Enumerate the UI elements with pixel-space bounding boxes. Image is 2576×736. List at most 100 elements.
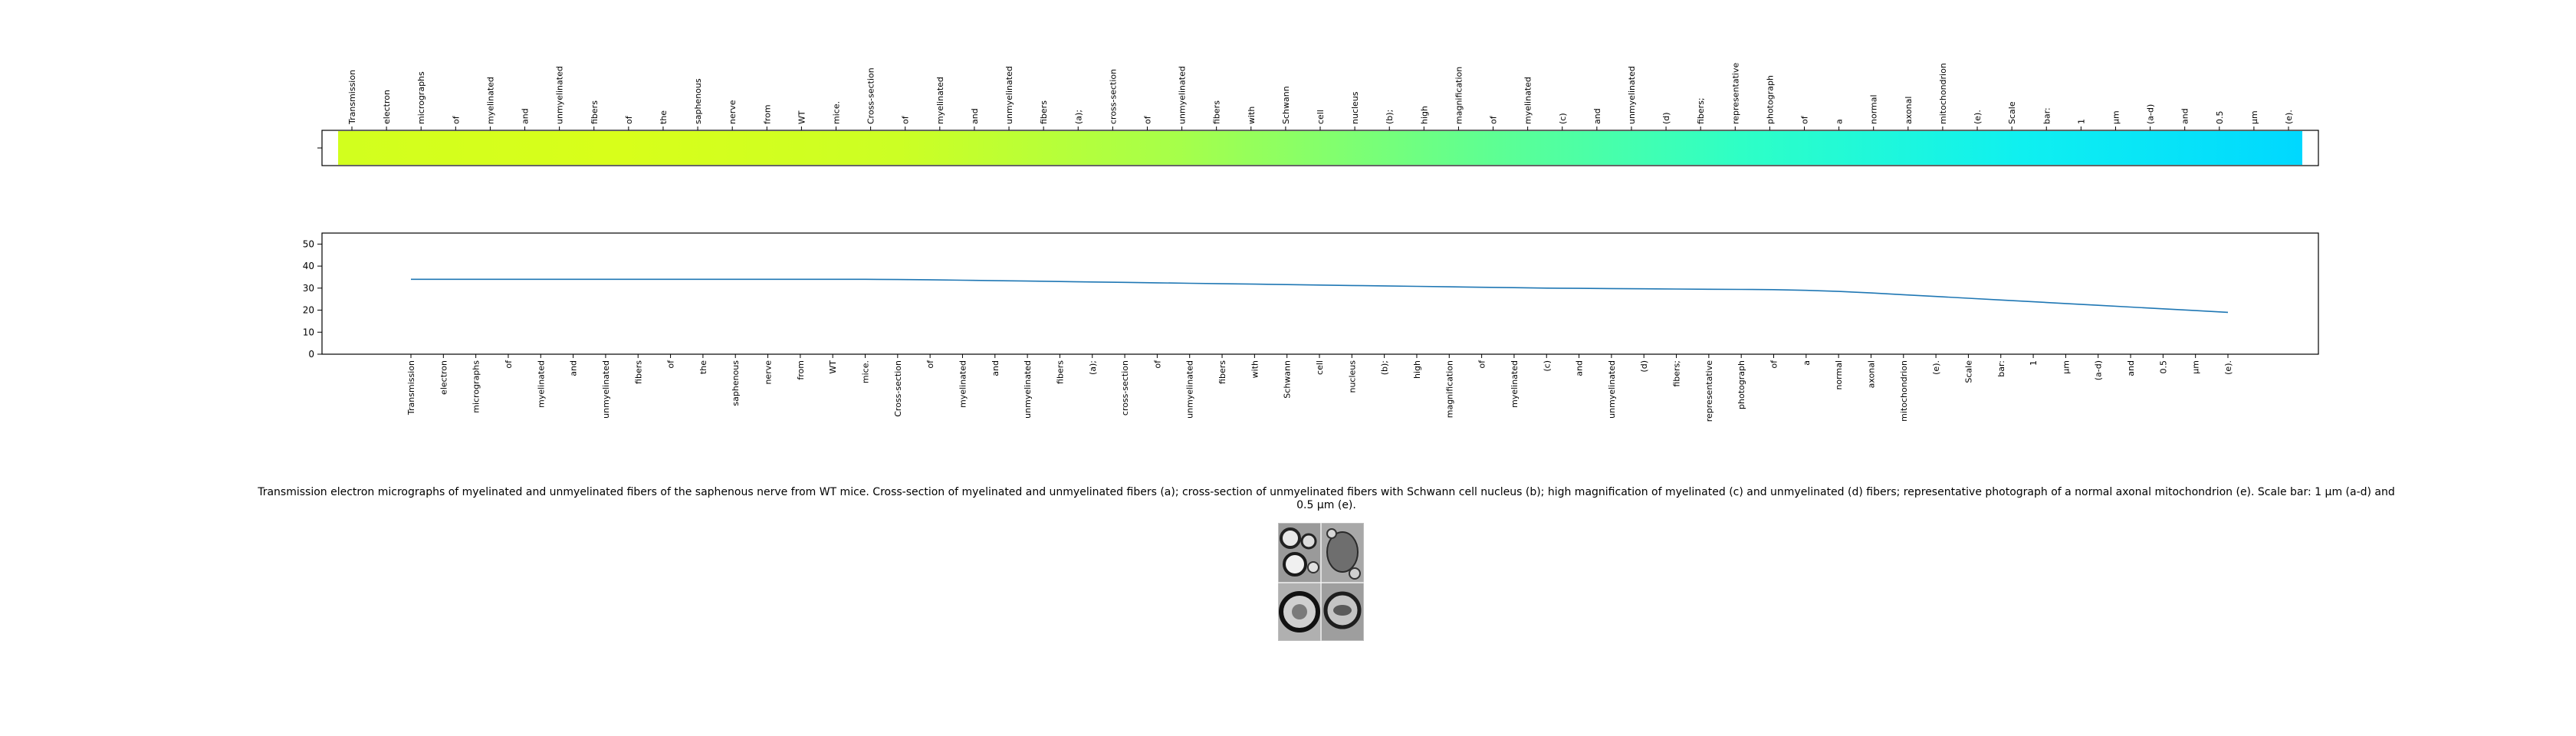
heatmap-token-label: Transmission (347, 70, 357, 125)
heatmap-bar (338, 131, 2302, 165)
heatmap-token-label: and (970, 108, 980, 124)
x-tick-label: with (1250, 360, 1260, 378)
x-tick-label: nerve (764, 360, 774, 385)
x-tick-label: WT (828, 360, 838, 374)
x-tick-label: and (991, 360, 1001, 376)
heatmap-token-label: myelinated (1523, 77, 1533, 124)
y-tick-label: 30 (303, 283, 314, 294)
x-tick-label: micrographs (472, 360, 481, 413)
heatmap-token-label: cell (1316, 110, 1326, 124)
x-tick-label: mitochondrion (1899, 360, 1909, 422)
x-tick-label: bar: (1996, 360, 2006, 377)
x-tick-label: representative (1704, 360, 1714, 422)
x-tick-label: nucleus (1347, 360, 1357, 393)
x-tick-label: (a); (1088, 360, 1098, 375)
x-tick-label: (b); (1380, 360, 1390, 375)
heatmap-token-label: (a); (1073, 110, 1083, 124)
line-chart-y-axis: 0 10 20 30 40 50 (303, 238, 322, 360)
heatmap-token-label: a (1835, 119, 1845, 124)
x-tick-label: fibers; (1672, 360, 1682, 387)
heatmap-token-label: magnification (1454, 67, 1464, 124)
x-tick-label: (e). (2223, 360, 2233, 375)
heatmap-token-label: (d) (1661, 112, 1671, 124)
x-tick-label: fibers (1217, 360, 1227, 384)
heatmap-token-label: (c) (1558, 113, 1568, 124)
x-tick-label: (d) (1639, 360, 1649, 373)
x-tick-label: fibers (633, 360, 643, 384)
x-tick-label: saphenous (731, 360, 741, 406)
heatmap-token-label: nucleus (1350, 91, 1360, 124)
heatmap-token-label: myelinated (485, 77, 495, 124)
x-tick-label: myelinated (536, 360, 546, 408)
micrograph-thumbnail (1278, 523, 1364, 641)
x-tick-label: magnification (1444, 360, 1454, 418)
heatmap-token-label: Cross-section (866, 67, 876, 124)
heatmap-token-label: (e). (2284, 110, 2294, 124)
heatmap-token-label: WT (797, 110, 807, 124)
x-tick-label: high (1412, 360, 1422, 379)
heatmap-token-label: μm (2111, 110, 2121, 124)
heatmap-token-labels: Transmission electron micrographs of myelina… (347, 63, 2294, 130)
heatmap-token-label: myelinated (935, 77, 945, 124)
x-tick-label: (e). (1931, 360, 1941, 375)
heatmap-token-label: mitochondrion (1938, 63, 1948, 124)
heatmap-token-label: bar: (2042, 107, 2052, 124)
x-tick-label: Cross-section (893, 360, 903, 417)
y-tick-label: 10 (303, 327, 314, 337)
heatmap-token-label: and (1592, 108, 1602, 124)
heatmap-token-label: axonal (1904, 97, 1914, 124)
heatmap-token-label: saphenous (693, 78, 703, 124)
heatmap-token-label: the (659, 110, 669, 124)
x-tick-label: 1 (2029, 360, 2039, 366)
heatmap-token-label: of (901, 115, 911, 124)
x-tick-label: unmyelinated (1023, 360, 1033, 419)
heatmap-token-label: mice. (832, 101, 842, 124)
heatmap-token-label: μm (2249, 110, 2259, 124)
x-tick-label: of (504, 360, 514, 369)
heatmap-token-label: Scale (2007, 101, 2017, 124)
x-tick-label: normal (1834, 360, 1844, 390)
heatmap-token-label: normal (1869, 94, 1879, 124)
x-tick-label: 0.5 (2158, 360, 2168, 374)
x-tick-label: (a-d) (2094, 360, 2104, 380)
x-tick-label: of (925, 360, 935, 369)
heatmap-token-label: (a-d) (2146, 104, 2156, 124)
token-heatmap: Transmission electron micrographs of myelina… (317, 63, 2318, 166)
heatmap-token-label: unmyelinated (1004, 66, 1014, 124)
x-tick-label: and (2126, 360, 2136, 376)
line-series-1 (411, 279, 2228, 312)
heatmap-token-label: cross-section (1108, 69, 1118, 124)
x-tick-label: μm (2191, 360, 2201, 374)
heatmap-token-label: fibers (1212, 100, 1222, 124)
attention-line-chart: 01020304050 Transmission electron microgra… (303, 233, 2318, 422)
heatmap-token-label: (b); (1385, 110, 1395, 124)
heatmap-token-label: of (1800, 115, 1810, 124)
heatmap-token-label: electron (382, 90, 392, 124)
x-tick-label: Transmission (406, 360, 416, 416)
heatmap-token-label: unmyelinated (1627, 66, 1637, 124)
x-tick-label: μm (2061, 360, 2071, 374)
heatmap-token-label: (e). (1973, 110, 1983, 124)
heatmap-token-label: 0.5 (2215, 111, 2225, 125)
y-tick-label: 40 (303, 261, 314, 271)
x-tick-label: fibers (1055, 360, 1065, 384)
x-tick-label: unmyelinated (1607, 360, 1617, 419)
x-tick-label: unmyelinated (1185, 360, 1195, 419)
heatmap-token-label: 1 (2076, 119, 2086, 124)
x-tick-label: of (1152, 360, 1162, 369)
heatmap-token-label: unmyelinated (1178, 66, 1188, 124)
x-tick-label: a (1802, 360, 1812, 366)
y-tick-label: 20 (303, 305, 314, 316)
x-tick-label: cell (1315, 360, 1325, 375)
x-tick-label: axonal (1866, 360, 1876, 388)
x-tick-label: (c) (1542, 360, 1552, 372)
heatmap-token-label: fibers (1039, 100, 1049, 124)
y-tick-label: 50 (303, 238, 314, 249)
heatmap-token-label: of (1489, 115, 1499, 124)
x-tick-label: and (569, 360, 579, 376)
x-tick-label: electron (439, 360, 449, 395)
heatmap-token-label: fibers (590, 100, 600, 124)
heatmap-token-label: from (762, 104, 772, 124)
heatmap-token-label: of (451, 115, 461, 124)
x-tick-label: myelinated (1510, 360, 1520, 408)
